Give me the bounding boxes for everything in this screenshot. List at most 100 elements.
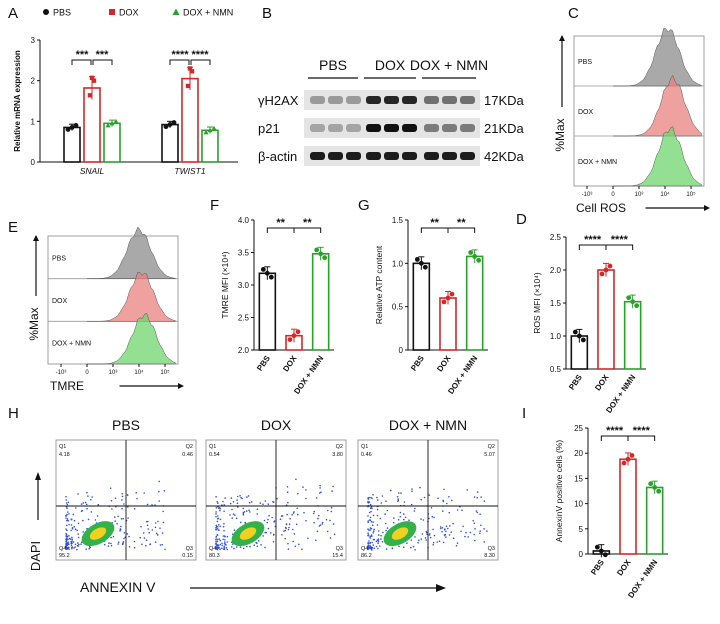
- flow-dot: [403, 513, 405, 515]
- flow-dot: [155, 532, 158, 535]
- flow-dot: [122, 541, 125, 543]
- row-label: PBS: [578, 59, 592, 66]
- flow-dot: [386, 509, 389, 512]
- flow-dot: [479, 530, 482, 532]
- flow-dot: [231, 517, 233, 519]
- flow-dot: [428, 534, 431, 536]
- flow-dot: [253, 544, 255, 546]
- x-axis-label: TMRE: [50, 379, 84, 393]
- flow-dot: [315, 497, 318, 499]
- flow-dot: [158, 500, 160, 502]
- flow-dot: [88, 546, 91, 548]
- flow-dot: [432, 544, 435, 546]
- x-tick-label: PBS: [567, 372, 584, 391]
- flow-dot: [241, 497, 243, 500]
- flow-dot: [445, 530, 447, 533]
- blot-band: [384, 96, 399, 104]
- data-point: [418, 260, 424, 266]
- row-label: DOX: [578, 109, 594, 116]
- flow-dot: [316, 530, 319, 533]
- flow-dot: [367, 520, 370, 522]
- flow-dot: [262, 503, 264, 506]
- x-tick-label: 0: [85, 370, 89, 376]
- data-point: [260, 267, 266, 272]
- flow-dot: [135, 492, 137, 494]
- flow-dot: [149, 543, 152, 545]
- flow-dot: [377, 547, 379, 550]
- flow-dot: [438, 540, 441, 542]
- x-tick-label: PBS: [409, 353, 426, 372]
- flow-dot: [68, 513, 70, 515]
- x-tick-label: 0: [611, 192, 615, 198]
- flow-dot: [122, 517, 124, 520]
- quadrant-label: Q4: [59, 546, 66, 552]
- flow-dot: [245, 510, 248, 512]
- flow-dot: [146, 524, 149, 527]
- flow-dot: [381, 541, 384, 543]
- bar-dox: [597, 269, 615, 370]
- flow-dot: [369, 519, 372, 521]
- flow-dot: [476, 491, 479, 493]
- data-point: [322, 255, 328, 261]
- quadrant-value-q4: 80.3: [209, 553, 220, 559]
- flow-density-peak: [391, 527, 409, 540]
- significance-label: ****: [171, 49, 189, 61]
- flow-dot: [372, 521, 374, 523]
- flow-dot: [215, 542, 217, 544]
- flow-dot: [73, 519, 76, 522]
- flow-dot: [329, 537, 332, 539]
- significance-label: **: [303, 217, 312, 229]
- flow-dot: [436, 541, 439, 543]
- flow-dot: [450, 499, 453, 502]
- flow-dot: [146, 503, 149, 506]
- flow-dot: [226, 535, 229, 538]
- y-axis-label: AnnexinV positive cells (%): [554, 440, 564, 543]
- data-point: [264, 270, 270, 276]
- flow-dot: [469, 531, 472, 534]
- flow-dot: [236, 499, 238, 501]
- flow-dot: [419, 486, 421, 489]
- significance-label: ****: [611, 234, 629, 246]
- flow-dot: [367, 544, 370, 546]
- flow-dot: [88, 547, 90, 550]
- flow-dot: [433, 516, 435, 519]
- flow-dot: [367, 521, 370, 523]
- flow-dot: [229, 502, 232, 505]
- bar-dox: [439, 297, 457, 351]
- y-tick-label: 2.5: [238, 314, 250, 323]
- flow-dot: [286, 513, 289, 516]
- blot-band: [310, 124, 325, 132]
- flow-dot: [371, 546, 374, 549]
- data-point: [185, 83, 191, 89]
- flow-dot: [429, 536, 432, 539]
- flow-dot: [215, 516, 217, 518]
- flow-dot: [404, 516, 407, 519]
- flow-dot: [66, 537, 68, 539]
- flow-dot: [248, 509, 250, 512]
- flow-dot: [80, 543, 82, 545]
- data-point: [105, 122, 111, 128]
- data-point: [449, 291, 455, 297]
- flow-dot: [66, 519, 68, 522]
- flow-dot: [65, 499, 67, 501]
- data-point: [291, 333, 297, 339]
- panel-c-ros-histogram: PBS DOX DOX + NMN -10³ 0 10³ 10⁴ 10⁵ %Max Cell RO…: [553, 27, 710, 215]
- significance-label: **: [276, 217, 285, 229]
- flow-dot: [378, 530, 380, 532]
- flow-dot: [292, 528, 294, 531]
- flow-dot: [377, 534, 380, 536]
- flow-dot: [108, 542, 110, 544]
- data-point: [113, 118, 119, 124]
- data-point: [211, 125, 217, 131]
- flow-dot: [128, 535, 130, 538]
- flow-dot: [147, 528, 150, 530]
- data-point: [87, 93, 93, 98]
- flow-dot: [319, 484, 321, 487]
- blot-band: [460, 152, 475, 160]
- flow-dot: [110, 544, 113, 547]
- flow-dot: [244, 522, 247, 524]
- data-point: [203, 129, 209, 135]
- panel-letter-f: F: [210, 197, 219, 214]
- flow-dot: [233, 547, 235, 550]
